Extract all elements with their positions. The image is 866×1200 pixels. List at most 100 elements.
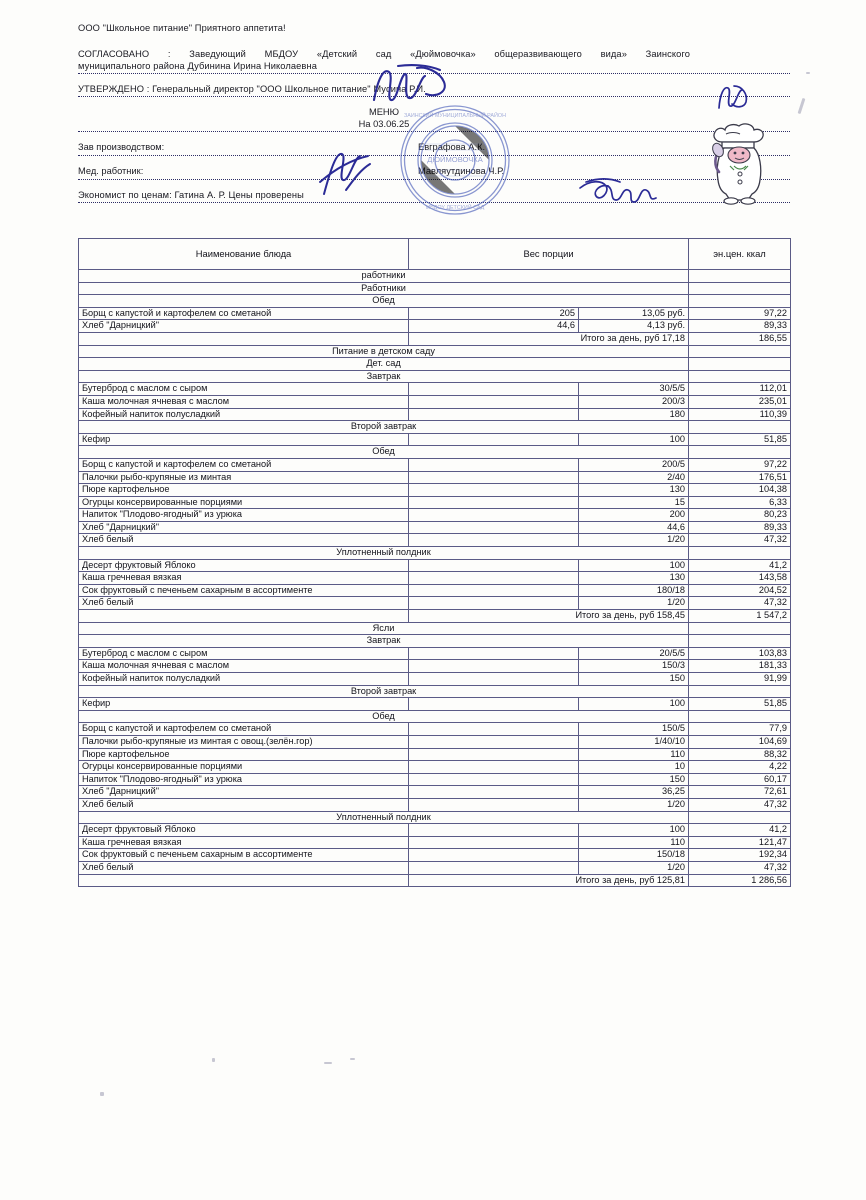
table-row: Хлеб "Дарницкий" 44,6 89,33 bbox=[78, 520, 792, 535]
dish-portion-or-price: 200/5 bbox=[577, 457, 690, 472]
dish-kcal: 47,32 bbox=[688, 596, 792, 611]
group-kcal bbox=[688, 634, 792, 648]
table-row: Сок фруктовый с печеньем сахарным в ассо… bbox=[78, 583, 792, 598]
dish-name: Хлеб белый bbox=[78, 797, 409, 812]
total-label: Итого за день, руб 17,18 bbox=[407, 331, 690, 346]
menu-title: МЕНЮ bbox=[368, 107, 400, 117]
group-kcal bbox=[688, 269, 792, 283]
scan-speck bbox=[350, 1058, 355, 1060]
medic-row: Мед. работник: Мавляутдинова Ч.Р. bbox=[78, 165, 790, 178]
dish-name: Каша гречневая вязкая bbox=[78, 835, 409, 850]
table-group-row: работники bbox=[77, 269, 792, 283]
dish-weight bbox=[408, 571, 579, 585]
dish-kcal: 6,33 bbox=[688, 495, 792, 510]
chef-mascot-icon bbox=[700, 122, 780, 206]
dish-portion-or-price: 110 bbox=[577, 835, 690, 850]
group-label: Дет. сад bbox=[77, 357, 690, 371]
dish-portion-or-price: 1/40/10 bbox=[577, 734, 690, 749]
dish-name: Кефир bbox=[78, 697, 409, 711]
dish-portion-or-price: 110 bbox=[577, 747, 690, 762]
dish-kcal: 112,01 bbox=[688, 382, 792, 396]
table-row: Каша молочная ячневая с маслом 200/3 235,… bbox=[78, 394, 792, 409]
dotted-separator-1 bbox=[78, 73, 790, 74]
table-total-row: Итого за день, руб 125,81 1 286,56 bbox=[78, 873, 792, 888]
dish-portion-or-price: 1/20 bbox=[577, 533, 690, 548]
dish-portion-or-price: 15 bbox=[577, 495, 690, 510]
dish-kcal: 121,47 bbox=[688, 835, 792, 850]
dish-name: Огурцы консервированные порциями bbox=[78, 760, 409, 774]
dish-weight bbox=[408, 697, 579, 711]
group-kcal bbox=[688, 344, 792, 359]
dish-weight bbox=[408, 483, 579, 497]
dish-name: Пюре картофельное bbox=[78, 483, 409, 497]
table-row: Хлеб белый 1/20 47,32 bbox=[78, 797, 792, 812]
table-group-row: Работники bbox=[77, 281, 792, 296]
scan-speck bbox=[324, 1062, 332, 1064]
dish-weight bbox=[408, 457, 579, 472]
menu-date: На 03.06.25 bbox=[358, 119, 410, 129]
dish-portion-or-price: 4,13 руб. bbox=[577, 319, 690, 333]
agreed-text: Заведующий МБДОУ «Детский сад «Дюймовочк… bbox=[189, 49, 690, 59]
table-group-row: Уплотненный полдник bbox=[77, 810, 792, 825]
total-label: Итого за день, руб 125,81 bbox=[407, 873, 690, 888]
total-kcal: 1 286,56 bbox=[688, 873, 792, 888]
dish-weight bbox=[408, 596, 579, 611]
dish-name: Хлеб "Дарницкий" bbox=[78, 319, 409, 333]
table-group-row: Дет. сад bbox=[77, 357, 792, 371]
dish-name: Каша гречневая вязкая bbox=[78, 571, 409, 585]
dish-kcal: 176,51 bbox=[688, 470, 792, 485]
header-cell-weight: Вес порции bbox=[407, 238, 690, 270]
dish-name: Борщ с капустой и картофелем со сметаной bbox=[78, 457, 409, 472]
group-label: Работники bbox=[77, 281, 690, 296]
dish-kcal: 181,33 bbox=[688, 659, 792, 673]
table-row: Хлеб белый 1/20 47,32 bbox=[78, 860, 792, 875]
group-label: Второй завтрак bbox=[77, 420, 690, 434]
group-label: работники bbox=[77, 269, 690, 283]
dish-weight bbox=[408, 508, 579, 522]
dish-weight: 205 bbox=[408, 306, 579, 321]
table-row: Палочки рыбо-крупяные из минтая 2/40 176,… bbox=[78, 470, 792, 485]
dish-name: Хлеб "Дарницкий" bbox=[78, 520, 409, 535]
table-row: Хлеб "Дарницкий" 44,6 4,13 руб. 89,33 bbox=[78, 319, 792, 333]
dish-name: Хлеб белый bbox=[78, 596, 409, 611]
dish-weight bbox=[408, 760, 579, 774]
dish-name: Хлеб "Дарницкий" bbox=[78, 785, 409, 799]
table-row: Борщ с капустой и картофелем со сметаной… bbox=[78, 722, 792, 736]
dish-kcal: 51,85 bbox=[688, 697, 792, 711]
document-header: ООО "Школьное питание" Приятного аппетит… bbox=[78, 22, 790, 212]
group-kcal bbox=[688, 357, 792, 371]
group-label: Питание в детском саду bbox=[77, 344, 690, 359]
dotted-separator-2 bbox=[78, 96, 790, 97]
economist-line: Экономист по ценам: Гатина А. Р. Цены пр… bbox=[78, 190, 304, 200]
total-blank bbox=[78, 609, 409, 623]
dotted-separator-6 bbox=[78, 202, 790, 203]
dish-name: Каша молочная ячневая с маслом bbox=[78, 394, 409, 409]
dish-portion-or-price: 100 bbox=[577, 697, 690, 711]
table-group-row: Обед bbox=[77, 445, 792, 459]
dish-weight bbox=[408, 432, 579, 447]
dish-kcal: 235,01 bbox=[688, 394, 792, 409]
dotted-separator-4 bbox=[78, 155, 790, 156]
dish-kcal: 97,22 bbox=[688, 457, 792, 472]
dish-weight bbox=[408, 382, 579, 396]
group-kcal bbox=[688, 621, 792, 636]
production-head-name: Евграфова А.К. bbox=[418, 142, 486, 152]
dish-weight bbox=[408, 659, 579, 673]
dish-kcal: 204,52 bbox=[688, 583, 792, 598]
dish-name: Каша молочная ячневая с маслом bbox=[78, 659, 409, 673]
dish-portion-or-price: 100 bbox=[577, 432, 690, 447]
dish-name: Кофейный напиток полусладкий bbox=[78, 407, 409, 422]
table-row: Десерт фруктовый Яблоко 100 41,2 bbox=[78, 823, 792, 837]
group-kcal bbox=[688, 684, 792, 699]
dish-kcal: 104,38 bbox=[688, 483, 792, 497]
dish-kcal: 192,34 bbox=[688, 848, 792, 862]
group-label: Уплотненный полдник bbox=[77, 546, 690, 560]
dish-portion-or-price: 1/20 bbox=[577, 797, 690, 812]
menu-table-body: Наименование блюда Вес порции эн.цен. кк… bbox=[77, 238, 792, 888]
dish-portion-or-price: 20/5/5 bbox=[577, 646, 690, 661]
table-row: Борщ с капустой и картофелем со сметаной… bbox=[78, 457, 792, 472]
dish-portion-or-price: 100 bbox=[577, 823, 690, 837]
dish-name: Хлеб белый bbox=[78, 533, 409, 548]
dish-weight bbox=[408, 797, 579, 812]
